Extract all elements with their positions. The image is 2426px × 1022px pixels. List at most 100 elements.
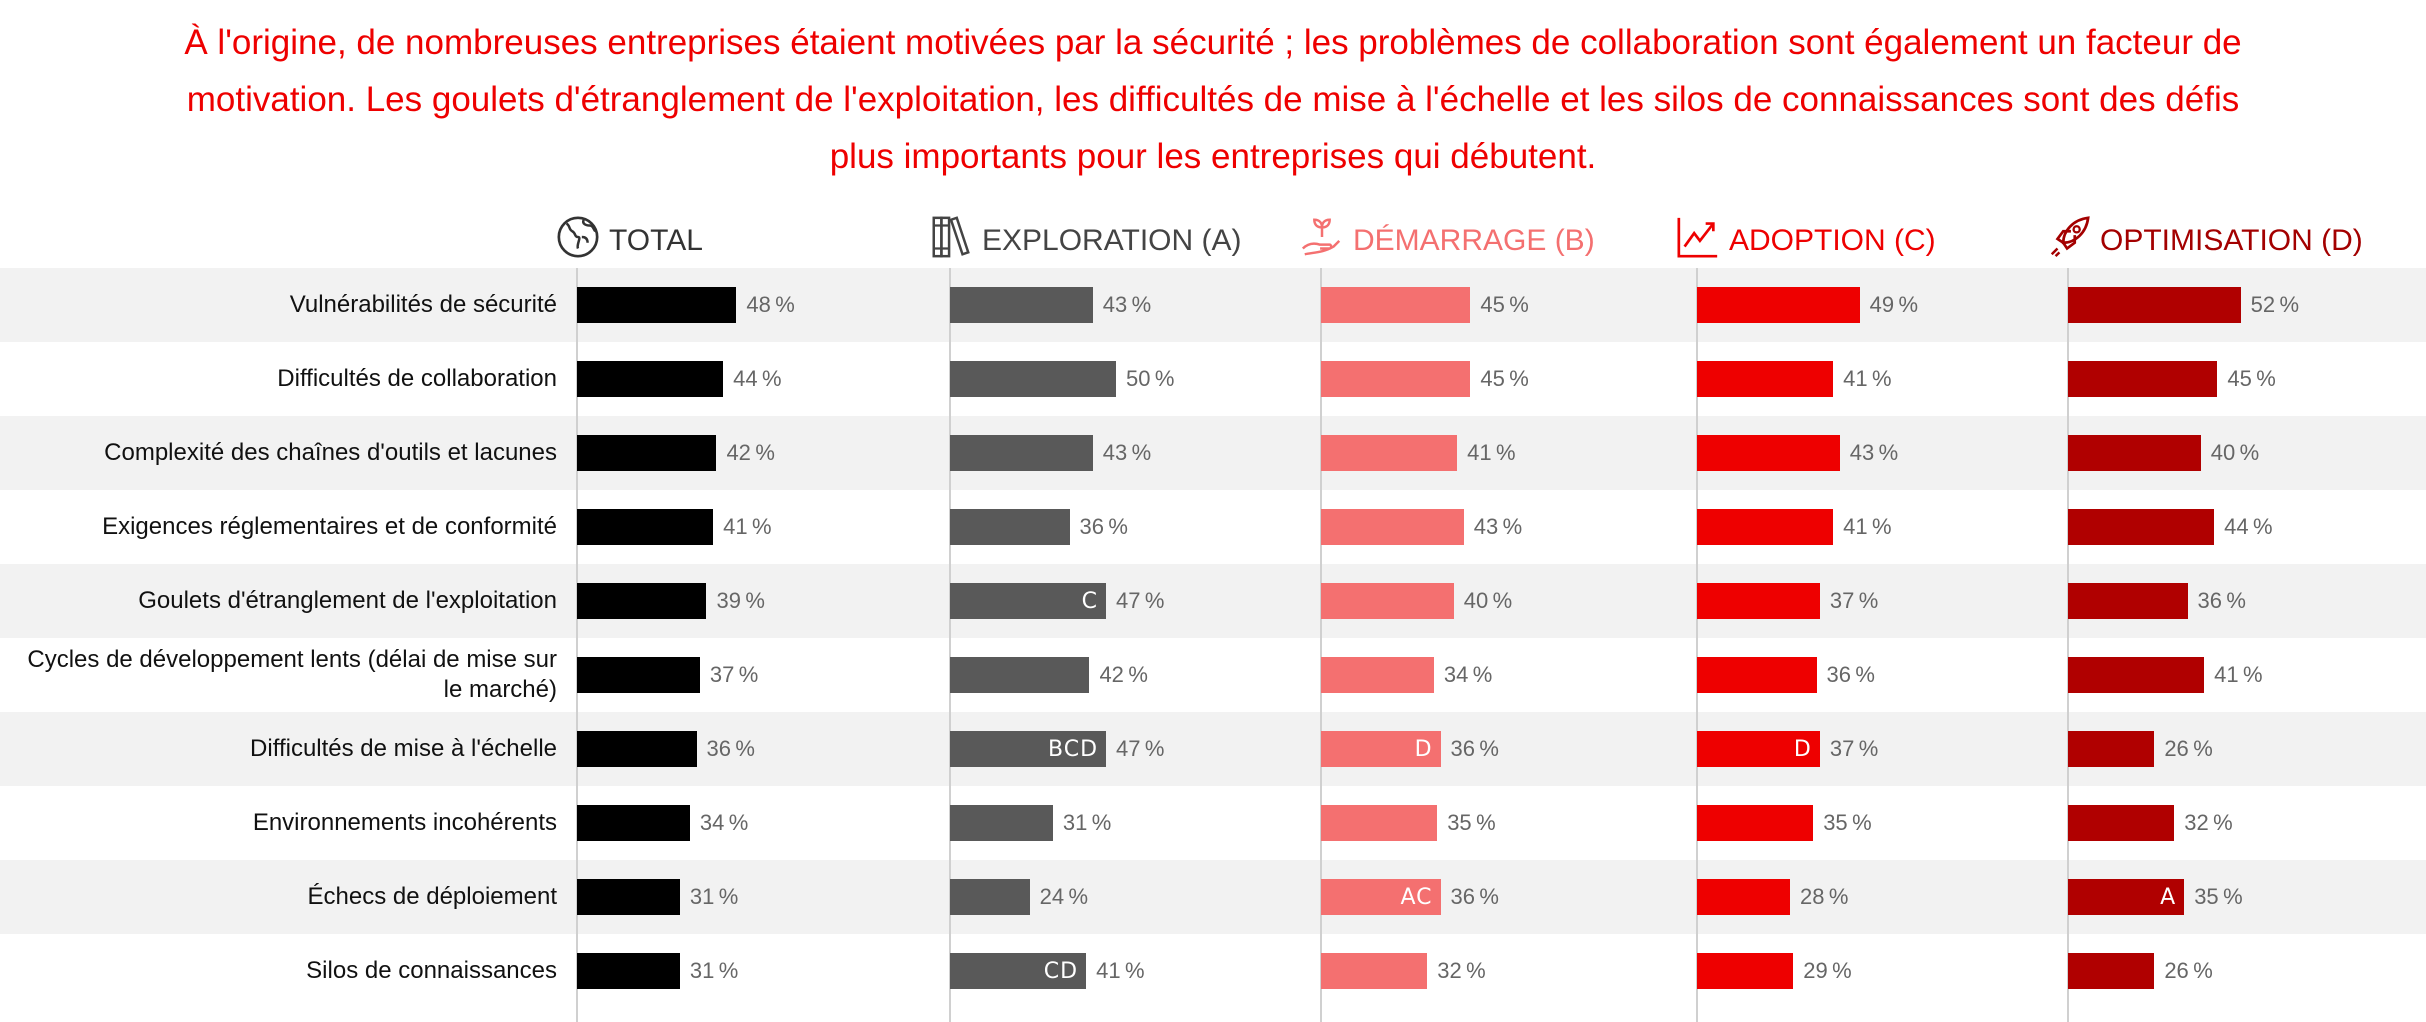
category-label: Difficultés de mise à l'échelle (250, 735, 557, 762)
bar (2068, 509, 2215, 545)
data-label: 31 % (689, 884, 739, 909)
data-label: 47 % (1116, 588, 1165, 613)
bar: CD (950, 953, 1087, 989)
bar (1697, 361, 1834, 397)
bar (950, 879, 1030, 915)
series-name: OPTIMISATION (D) (2100, 224, 2363, 257)
chart-title: À l'origine, de nombreuses entreprises é… (0, 14, 2426, 185)
bar (577, 805, 690, 841)
data-label: 48 % (746, 292, 795, 317)
axis-line (2067, 268, 2069, 1022)
data-label: 45 % (2227, 366, 2276, 391)
axis-line (949, 268, 951, 1022)
bar (1321, 435, 1458, 471)
data-label: 47 % (1116, 736, 1165, 761)
books-icon (928, 214, 982, 268)
bar (1697, 805, 1814, 841)
data-label: 31 % (689, 958, 739, 983)
category-label: Exigences réglementaires et de conformit… (102, 513, 557, 540)
bar (2068, 287, 2241, 323)
data-label: 45 % (1480, 292, 1529, 317)
data-label: 40 % (1463, 588, 1513, 613)
series-header: ADOPTION (C) (1675, 216, 1936, 266)
series-name: DÉMARRAGE (B) (1353, 224, 1595, 257)
category-label: Environnements incohérents (252, 809, 557, 836)
data-label: 43 % (1473, 514, 1523, 539)
data-label: 42 % (1099, 662, 1148, 687)
axis-line (576, 268, 578, 1022)
series-name: TOTAL (609, 224, 703, 257)
significance-label: D (1414, 736, 1433, 762)
bar (1697, 435, 1840, 471)
data-label: 36 % (1079, 514, 1128, 539)
data-label: 31 % (1062, 810, 1112, 835)
data-label: 26 % (2164, 958, 2213, 983)
series-header: EXPLORATION (A) (928, 216, 1241, 266)
data-label: 41 % (723, 514, 772, 539)
bar (1697, 879, 1790, 915)
bar (2068, 583, 2188, 619)
category-label: Complexité des chaînes d'outils et lacun… (104, 439, 557, 466)
globe-icon (555, 214, 609, 268)
data-label: 39 % (716, 588, 765, 613)
table-row: Complexité des chaînes d'outils et lacun… (0, 416, 2426, 490)
table-row: Environnements incohérents (0, 786, 2426, 860)
data-label: 35 % (1823, 810, 1872, 835)
data-label: 36 % (706, 736, 755, 761)
table-row: Échecs de déploiement (0, 860, 2426, 934)
category-label: Cycles de développement lents (délai de … (27, 646, 557, 703)
data-label: 36 % (1826, 662, 1875, 687)
axis-line (1320, 268, 1322, 1022)
table-row: Difficultés de mise à l'échelle (0, 712, 2426, 786)
category-label: Échecs de déploiement (307, 883, 558, 910)
data-label: 36 % (1450, 736, 1499, 761)
bar (950, 657, 1090, 693)
data-label: 36 % (1450, 884, 1499, 909)
table-row: Silos de connaissances (0, 934, 2426, 1008)
bar (1321, 805, 1438, 841)
bar (577, 731, 697, 767)
bar: BCD (950, 731, 1107, 767)
bar (950, 361, 1116, 397)
data-label: 34 % (699, 810, 749, 835)
data-label: 41 % (1467, 440, 1516, 465)
table-row: Vulnérabilités de sécurité (0, 268, 2426, 342)
table-row: Goulets d'étranglement de l'exploitation (0, 564, 2426, 638)
bar (950, 435, 1093, 471)
table-row: Difficultés de collaboration (0, 342, 2426, 416)
data-label: 43 % (1102, 292, 1152, 317)
bar (577, 583, 707, 619)
data-label: 44 % (2224, 514, 2273, 539)
bar (577, 287, 737, 323)
bar (2068, 805, 2175, 841)
data-label: 50 % (1126, 366, 1175, 391)
bar (1321, 583, 1454, 619)
series-name: EXPLORATION (A) (982, 224, 1242, 257)
series-header: DÉMARRAGE (B) (1299, 216, 1595, 266)
data-label: 35 % (1447, 810, 1496, 835)
title-line: plus importants pour les entreprises qui… (829, 137, 1597, 176)
data-label: 34 % (1443, 662, 1493, 687)
bar (1321, 657, 1434, 693)
seedling-hand-icon (1299, 214, 1353, 268)
category-label: Goulets d'étranglement de l'exploitation (138, 587, 557, 614)
data-label: 28 % (1799, 884, 1849, 909)
data-label: 49 % (1869, 292, 1919, 317)
significance-label: A (2160, 884, 2177, 910)
rocket-icon (2046, 214, 2100, 268)
bar (577, 435, 717, 471)
bar (577, 509, 714, 545)
series-header: TOTAL (555, 216, 703, 266)
bar: D (1697, 731, 1820, 767)
data-label: 42 % (726, 440, 775, 465)
bar (2068, 435, 2201, 471)
data-label: 41 % (1843, 514, 1892, 539)
category-label: Vulnérabilités de sécurité (289, 291, 557, 318)
data-label: 36 % (2197, 588, 2246, 613)
data-label: 40 % (2210, 440, 2260, 465)
growth-chart-icon (1675, 214, 1729, 268)
axis-line (1696, 268, 1698, 1022)
data-label: 37 % (709, 662, 759, 687)
category-label: Silos de connaissances (306, 957, 557, 984)
bar (1321, 953, 1428, 989)
